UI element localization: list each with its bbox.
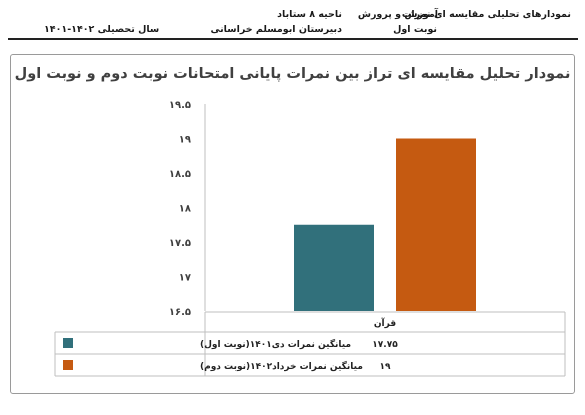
data-label: ۱۹ — [380, 362, 391, 372]
bar — [294, 224, 374, 311]
y-tick-label: ۱۹.۵ — [169, 100, 191, 111]
y-tick-label: ۱۶.۵ — [169, 307, 191, 318]
y-tick-label: ۱۷.۵ — [169, 238, 191, 249]
y-tick-label: ۱۸.۵ — [169, 169, 191, 180]
y-tick-label: ۱۹ — [179, 135, 191, 146]
bar — [396, 138, 476, 311]
header-district: ناحیه ۸ ستاباد — [277, 9, 342, 20]
header-term: نوبت اول — [393, 24, 437, 35]
y-tick-label: ۱۸ — [179, 204, 191, 215]
y-tick-label: ۱۷ — [179, 273, 191, 284]
header-title: نمودارهای تحلیلی مقایسه ای نمرات — [401, 9, 571, 20]
header-school: دبیرستان ابومسلم خراسانی — [210, 24, 343, 35]
header-organization: آموزش و پرورش — [357, 9, 438, 20]
chart-title: نمودار تحلیل مقایسه ای تراز بین نمرات پا… — [14, 66, 571, 82]
data-label: ۱۷.۷۵ — [372, 340, 398, 350]
header-divider — [8, 38, 578, 40]
header-school-year: سال تحصیلی ۱۴۰۲-۱۴۰۱ — [44, 24, 160, 35]
legend-swatch — [63, 360, 73, 370]
legend-swatch — [63, 338, 73, 348]
legend-series-name: میانگین نمرات خرداد۱۴۰۲(نوبت دوم) — [200, 360, 363, 372]
category-label: قرآن — [374, 317, 396, 329]
chart-frame — [10, 54, 575, 394]
legend-series-name: میانگین نمرات دی۱۴۰۱(نوبت اول) — [200, 338, 351, 350]
